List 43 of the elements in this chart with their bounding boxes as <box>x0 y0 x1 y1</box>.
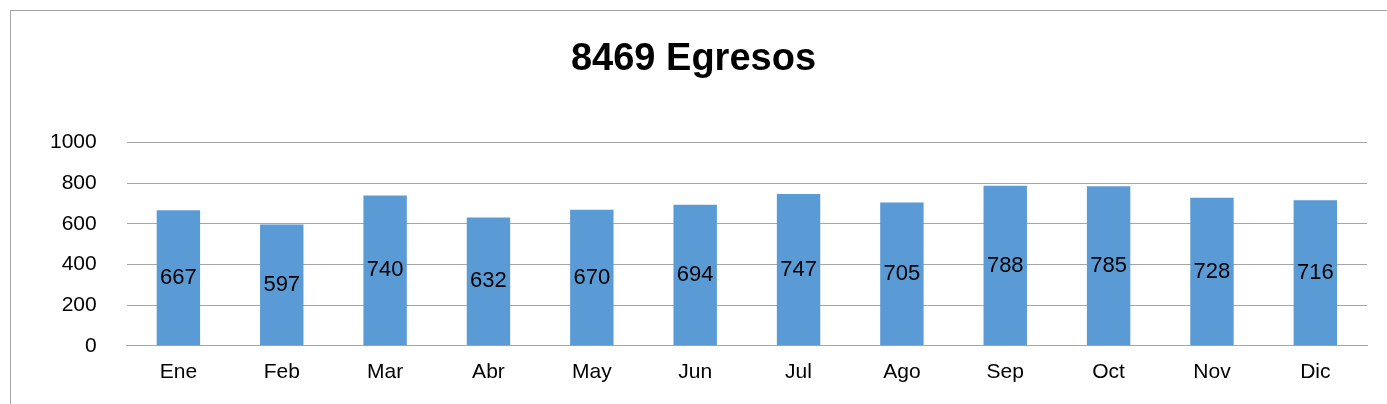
data-label: 670 <box>573 263 611 289</box>
data-label: 740 <box>366 256 404 282</box>
x-tick-label: Abr <box>472 359 505 383</box>
y-tick-label: 600 <box>61 210 97 234</box>
bar <box>1086 186 1131 346</box>
bar <box>673 204 717 346</box>
data-label: 728 <box>1193 257 1231 283</box>
x-tick-label: Jun <box>678 359 713 383</box>
bar <box>880 202 924 346</box>
x-tick-label: Jul <box>785 359 812 383</box>
x-tick-label: Dic <box>1300 359 1331 383</box>
data-label: 716 <box>1296 258 1334 284</box>
x-tick-label: May <box>571 359 613 383</box>
data-label: 788 <box>986 251 1024 277</box>
y-tick-label: 400 <box>61 251 97 275</box>
bar <box>156 210 201 346</box>
data-label: 694 <box>676 261 714 287</box>
data-label: 632 <box>470 267 507 293</box>
x-tick-label: Feb <box>263 359 300 383</box>
bar <box>260 224 304 346</box>
bar <box>570 209 614 346</box>
x-tick-label: Sep <box>986 359 1024 383</box>
bar <box>1190 197 1234 346</box>
bar <box>1293 200 1338 346</box>
y-tick-label: 800 <box>61 170 97 194</box>
y-tick-label: 1000 <box>50 129 97 153</box>
bar <box>363 195 407 346</box>
x-tick-label: Ene <box>159 359 198 383</box>
bar <box>983 185 1027 346</box>
data-label: 785 <box>1090 251 1127 277</box>
bar <box>776 194 821 346</box>
data-label: 667 <box>160 263 197 289</box>
data-label: 705 <box>883 259 921 285</box>
data-label: 747 <box>780 255 817 281</box>
y-tick-label: 0 <box>85 332 97 356</box>
data-label: 597 <box>263 270 301 296</box>
x-tick-label: Ago <box>883 359 921 383</box>
y-tick-label: 200 <box>61 291 97 315</box>
bar <box>466 217 511 346</box>
x-tick-label: Nov <box>1193 359 1232 383</box>
x-tick-label: Oct <box>1092 359 1126 383</box>
x-tick-label: Mar <box>367 359 404 383</box>
chart-title: 8469 Egresos <box>569 36 818 79</box>
